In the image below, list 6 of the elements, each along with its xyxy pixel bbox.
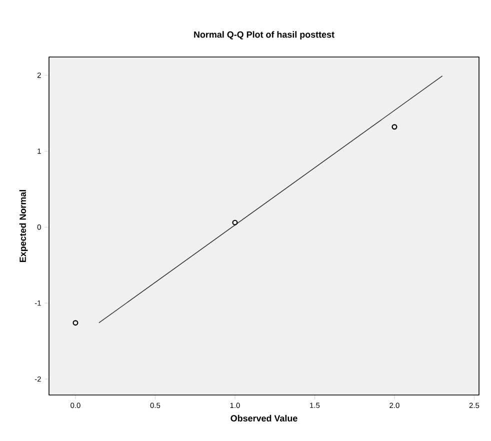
point xyxy=(232,220,238,226)
point xyxy=(72,320,78,326)
chart-title: Normal Q-Q Plot of hasil posttest xyxy=(194,31,334,40)
point xyxy=(392,124,398,130)
x-axis-title: Observed Value xyxy=(230,414,298,422)
y-axis-title: Expected Normal xyxy=(19,190,28,262)
